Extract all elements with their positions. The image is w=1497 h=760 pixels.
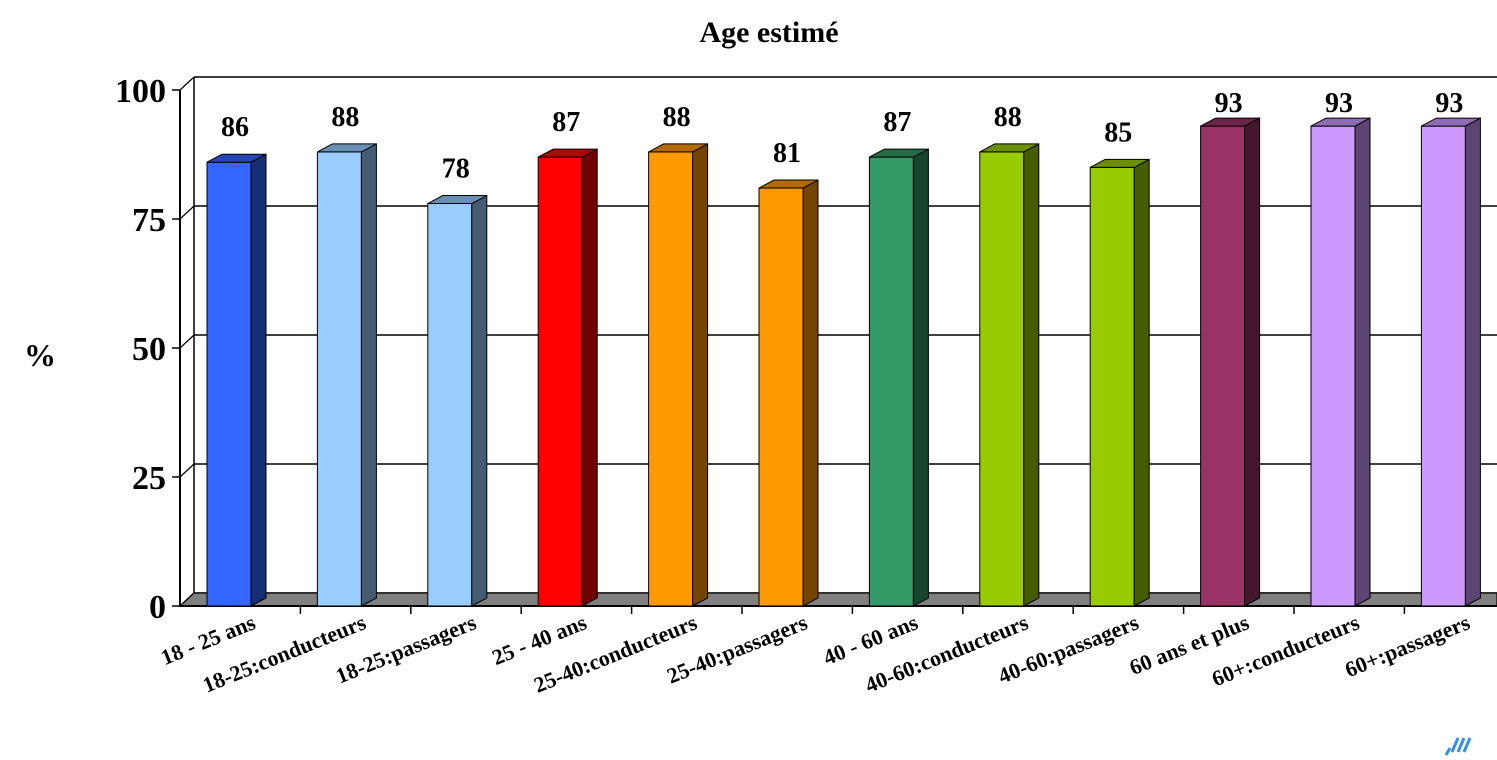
bar-side xyxy=(912,148,929,607)
gridline-side xyxy=(179,334,195,349)
bar xyxy=(868,148,929,607)
x-tick-labels: 18 - 25 ans18-25:conducteurs18-25:passag… xyxy=(157,609,1474,697)
chart-title: Age estimé xyxy=(699,16,838,49)
bar-side xyxy=(1023,143,1040,607)
bar-top xyxy=(758,179,819,189)
bar-side xyxy=(692,143,709,607)
data-label: 85 xyxy=(1104,117,1132,148)
bar-front xyxy=(1200,125,1246,607)
bar-front xyxy=(1089,166,1135,607)
bar xyxy=(758,179,819,607)
bar-side xyxy=(1244,117,1261,607)
bar-front xyxy=(979,151,1025,607)
bar-front xyxy=(868,156,914,607)
bar xyxy=(1310,117,1371,607)
data-label: 81 xyxy=(773,138,801,169)
bar-front xyxy=(206,161,252,607)
data-label: 88 xyxy=(663,102,691,133)
axes xyxy=(172,77,1497,614)
bar xyxy=(1420,117,1481,607)
bar-top xyxy=(1200,117,1260,127)
bar-side xyxy=(802,179,819,607)
bar-top xyxy=(206,153,267,163)
y-tick-label: 25 xyxy=(132,460,166,497)
bar-side xyxy=(1354,117,1371,607)
data-label: 86 xyxy=(221,112,249,143)
bars xyxy=(206,117,1481,607)
bar-top xyxy=(537,148,598,158)
bar-top xyxy=(317,143,377,153)
bar xyxy=(1089,158,1150,607)
bar-side xyxy=(250,153,267,607)
data-labels: 86 88 78 87 88 81 87 88 85 93 93 93 xyxy=(221,88,1463,185)
bar xyxy=(1200,117,1261,607)
data-label: 87 xyxy=(552,107,580,138)
chart-floor xyxy=(178,592,1497,607)
data-label: 93 xyxy=(1435,88,1463,119)
bar xyxy=(979,143,1040,607)
y-tick-labels: 0 25 50 75 100 xyxy=(115,73,166,626)
bar-front xyxy=(427,203,473,607)
gridline-side xyxy=(179,76,195,91)
bar-front xyxy=(1420,125,1466,607)
bar-top xyxy=(427,195,488,205)
data-label: 78 xyxy=(442,154,470,185)
bar-top xyxy=(1310,117,1371,127)
data-label: 88 xyxy=(331,102,359,133)
bar-top xyxy=(648,143,708,153)
data-label: 87 xyxy=(883,107,911,138)
bar-front xyxy=(648,151,694,607)
bar xyxy=(316,143,377,607)
bar-front xyxy=(316,151,362,607)
data-label: 93 xyxy=(1215,88,1243,119)
y-tick-label: 100 xyxy=(115,73,166,110)
y-tick-label: 50 xyxy=(132,331,166,368)
bar xyxy=(648,143,709,607)
bar-side xyxy=(1464,117,1481,607)
gridline-side xyxy=(179,205,195,220)
bar xyxy=(537,148,598,607)
bar xyxy=(427,194,488,607)
bar-front xyxy=(758,187,804,607)
data-label: 88 xyxy=(994,102,1022,133)
gridline-side xyxy=(179,463,195,478)
bar-side xyxy=(360,143,377,607)
bar-top xyxy=(1421,117,1481,127)
logo-mark xyxy=(1444,737,1472,756)
x-tick-label: 60+:passagers xyxy=(1341,609,1473,682)
bar-front xyxy=(1310,125,1356,607)
bar-top xyxy=(1089,158,1150,168)
bar-top xyxy=(979,143,1040,153)
bar-front xyxy=(537,156,583,607)
bar-side xyxy=(581,148,598,607)
bar-top xyxy=(869,148,929,158)
gridlines xyxy=(179,76,1497,607)
y-axis-label: % xyxy=(24,337,56,373)
data-label: 93 xyxy=(1325,88,1353,119)
y-tick-label: 75 xyxy=(132,202,166,239)
bar-side xyxy=(471,194,488,607)
y-tick-label: 0 xyxy=(149,589,166,626)
bar xyxy=(206,153,267,607)
bar-side xyxy=(1133,158,1150,607)
